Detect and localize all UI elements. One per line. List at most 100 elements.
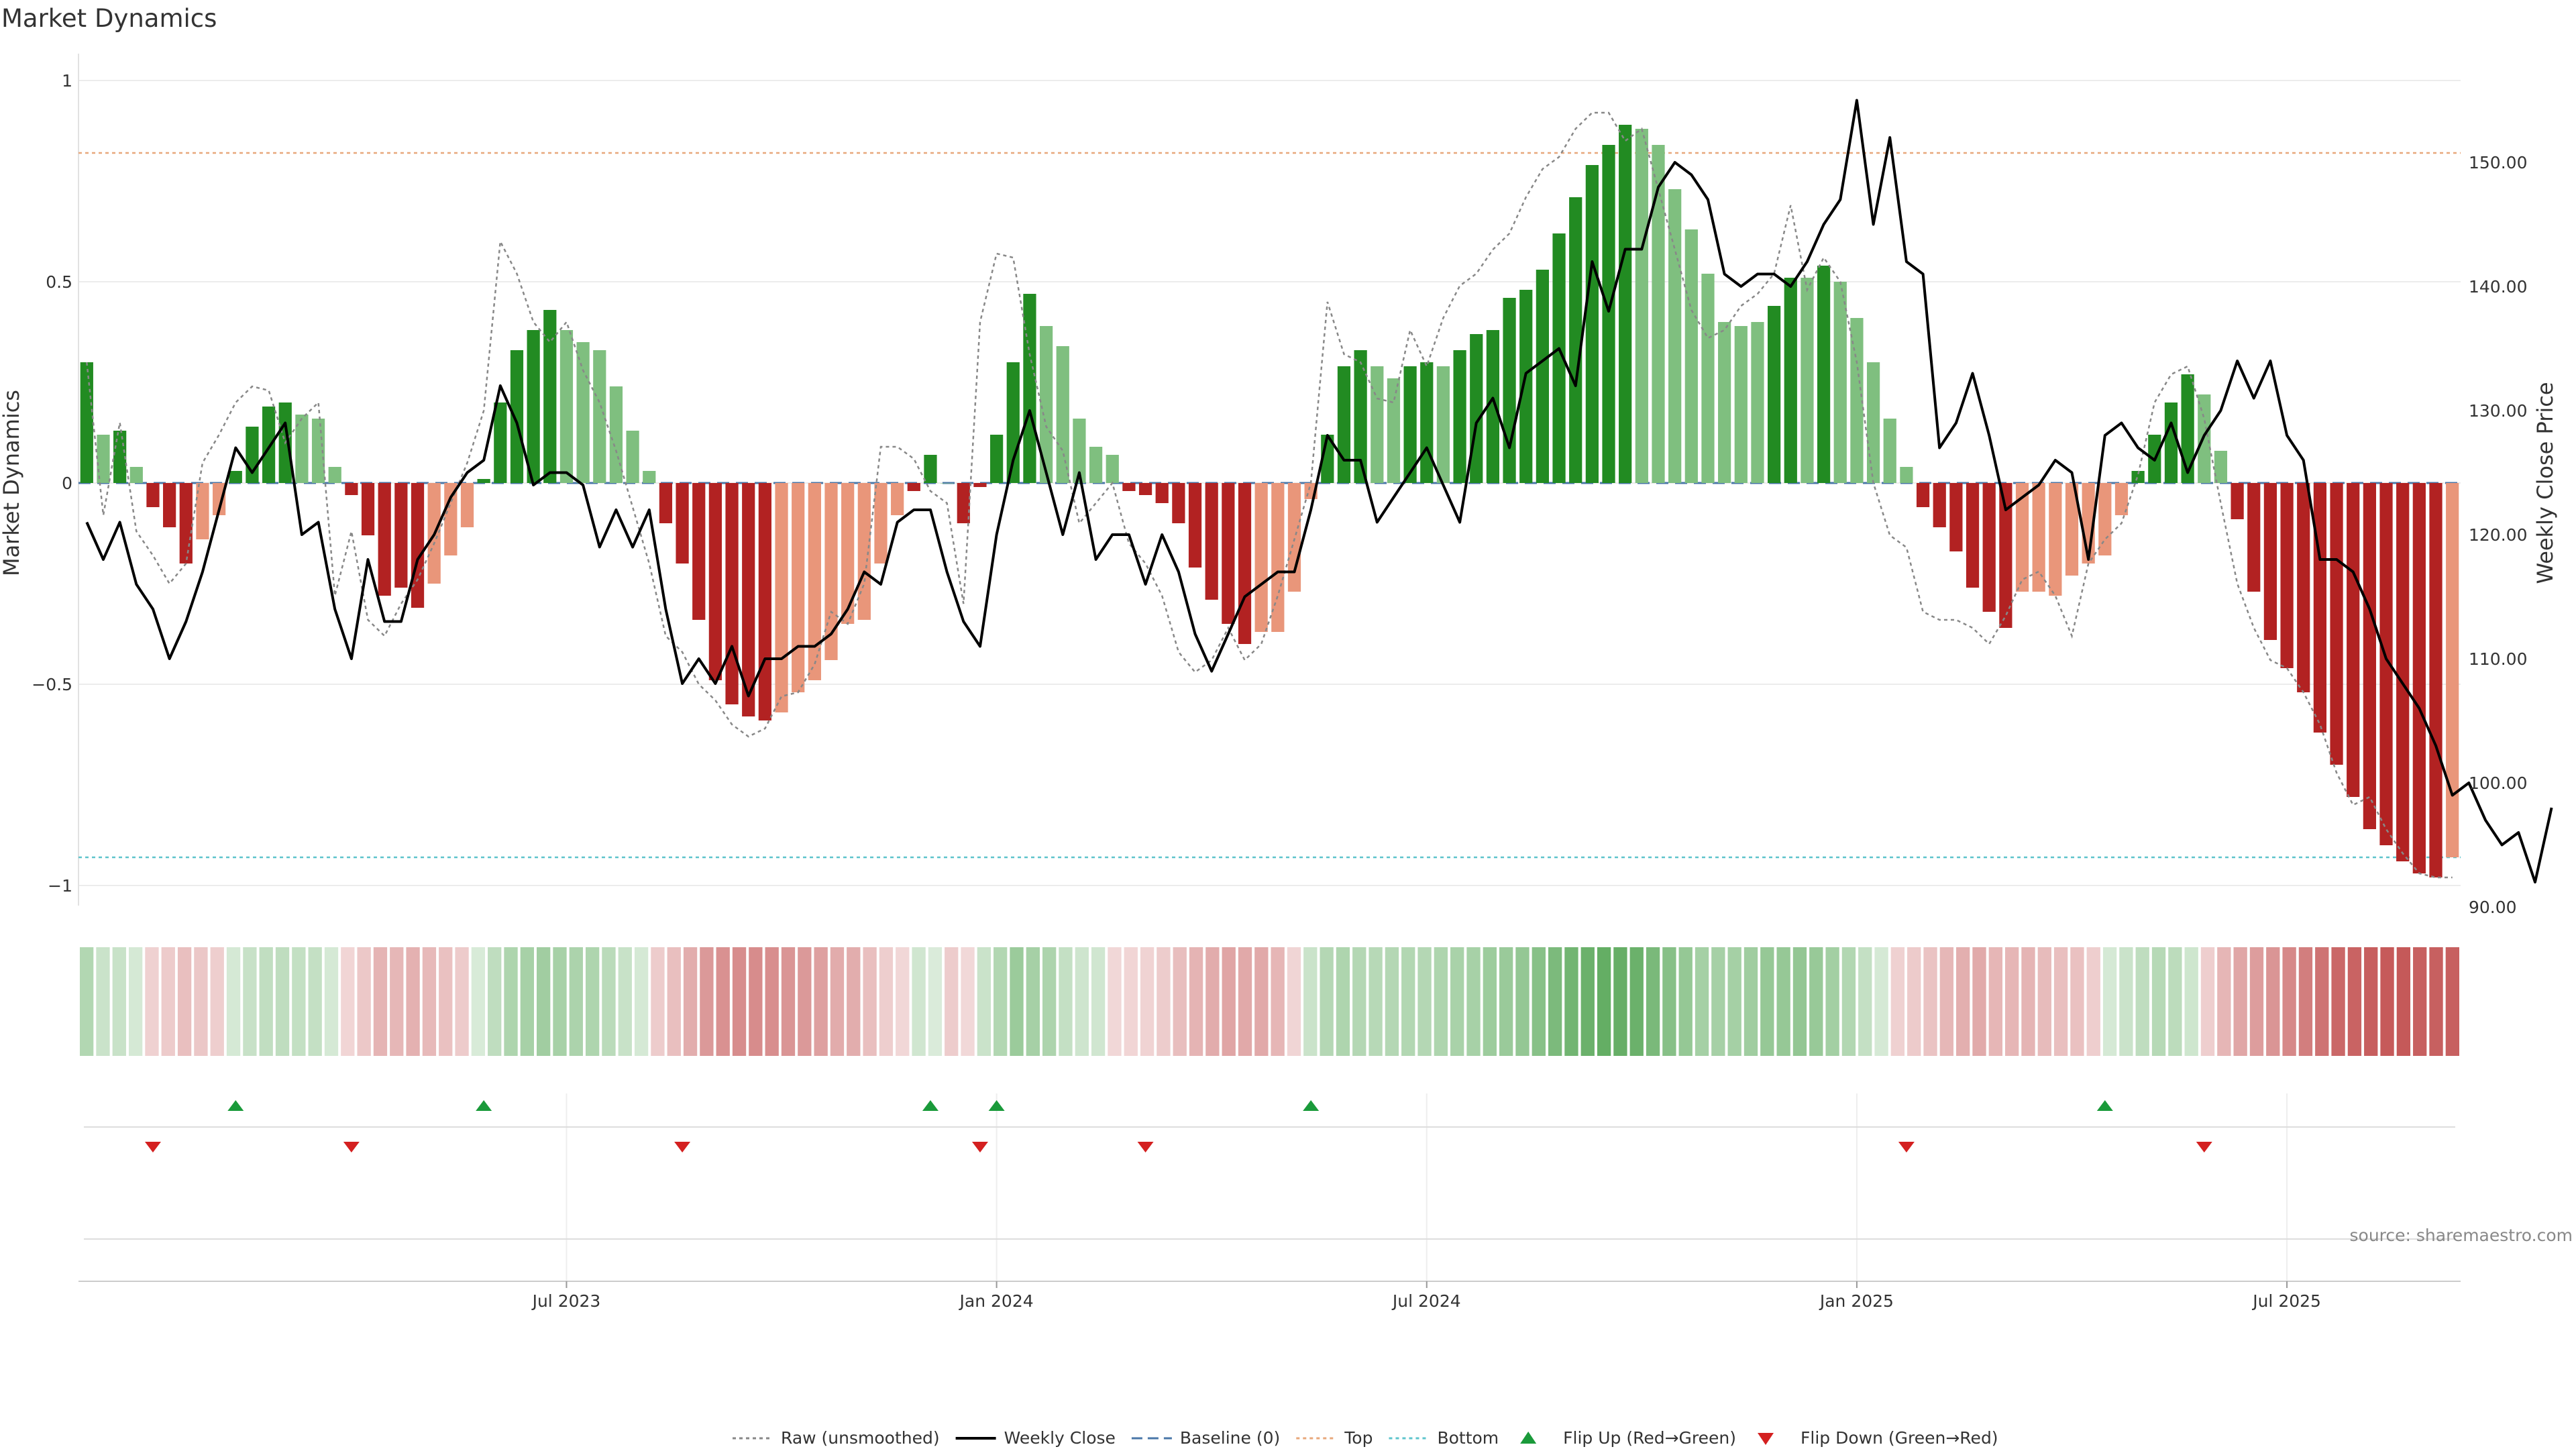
y-axis-left-label: Market Dynamics — [0, 390, 24, 576]
flip-up-marker — [1303, 1100, 1320, 1111]
bar — [1668, 189, 1682, 483]
bar — [857, 483, 871, 620]
heat-cell — [1662, 947, 1676, 1056]
bar — [742, 483, 755, 716]
bar — [808, 483, 821, 680]
heat-cell — [2086, 947, 2100, 1056]
bar — [1833, 282, 1847, 483]
heat-cell — [2249, 947, 2264, 1056]
heat-cell — [128, 947, 143, 1056]
legend-label: Flip Up (Red→Green) — [1563, 1428, 1736, 1448]
bar — [891, 483, 904, 515]
bar — [1354, 350, 1367, 483]
heat-cell — [1760, 947, 1774, 1056]
bar — [1982, 483, 1996, 612]
heat-cell — [553, 947, 567, 1056]
heat-cell — [2445, 947, 2459, 1056]
heat-cell — [716, 947, 730, 1056]
heat-cell — [830, 947, 845, 1056]
heat-cell — [1711, 947, 1725, 1056]
heat-cell — [1532, 947, 1546, 1056]
bar — [146, 483, 160, 507]
y2-tick-label: 130.00 — [2469, 401, 2527, 421]
heat-cell — [357, 947, 371, 1056]
bar — [1056, 346, 1069, 483]
y2-tick-label: 120.00 — [2469, 525, 2527, 545]
heat-cell — [390, 947, 404, 1056]
legend-label: Baseline (0) — [1180, 1428, 1280, 1448]
bar — [196, 483, 209, 539]
bar — [527, 330, 540, 483]
bar — [1254, 483, 1268, 632]
flip-down-marker — [2196, 1142, 2212, 1152]
heat-cell — [1010, 947, 1024, 1056]
bar — [1652, 145, 1665, 483]
legend-item: Baseline (0) — [1131, 1428, 1280, 1448]
heat-cell — [994, 947, 1008, 1056]
heat-cell — [177, 947, 192, 1056]
heat-cell — [847, 947, 861, 1056]
bar — [2198, 394, 2211, 483]
legend-label: Top — [1344, 1428, 1373, 1448]
bar — [1138, 483, 1152, 495]
heat-cell — [210, 947, 224, 1056]
heat-cell — [912, 947, 926, 1056]
heat-cell — [1140, 947, 1155, 1056]
y2-tick-label: 140.00 — [2469, 277, 2527, 297]
heat-cell — [1434, 947, 1448, 1056]
bar — [676, 483, 689, 564]
heat-cell — [2151, 947, 2166, 1056]
heat-cell — [732, 947, 747, 1056]
heat-cell — [961, 947, 975, 1056]
heat-cell — [1238, 947, 1252, 1056]
bar — [1817, 266, 1831, 483]
bar — [2429, 483, 2443, 877]
heat-cell — [2070, 947, 2084, 1056]
bar — [2446, 483, 2459, 857]
heat-cell — [2233, 947, 2247, 1056]
heat-cell — [488, 947, 502, 1056]
bar — [1916, 483, 1930, 507]
legend-label: Bottom — [1437, 1428, 1499, 1448]
x-tick-label: Jul 2025 — [2251, 1291, 2321, 1311]
bar — [1023, 294, 1036, 483]
y-axis-left-ticks: 1 0.5 0 −0.5 −1 — [32, 71, 72, 896]
y2-tick-label: 100.00 — [2469, 773, 2527, 793]
bar — [1569, 197, 1582, 483]
bar — [1122, 483, 1136, 491]
bar — [179, 483, 193, 564]
bar — [957, 483, 970, 523]
heat-cell — [2184, 947, 2198, 1056]
flip-down-marker — [674, 1142, 691, 1152]
bar — [361, 483, 375, 535]
heat-cell — [1124, 947, 1138, 1056]
bar — [1801, 278, 1814, 483]
y2-tick-label: 150.00 — [2469, 153, 2527, 172]
bar — [262, 407, 276, 483]
bar — [1999, 483, 2012, 628]
bar — [2098, 483, 2112, 555]
bar — [477, 479, 490, 483]
bar — [559, 330, 574, 483]
bar — [1205, 483, 1218, 600]
flip-down-marker — [144, 1142, 161, 1152]
bar — [163, 483, 176, 527]
heat-cell — [896, 947, 910, 1056]
legend-label: Raw (unsmoothed) — [781, 1428, 940, 1448]
heat-cell — [651, 947, 665, 1056]
heat-cell — [1939, 947, 1954, 1056]
heat-cell — [2396, 947, 2411, 1056]
bar — [2263, 483, 2277, 640]
bar — [1470, 334, 1483, 483]
flip-down-marker — [343, 1142, 360, 1152]
heat-cell — [1059, 947, 1073, 1056]
bar — [1387, 378, 1401, 483]
heat-cell — [2135, 947, 2149, 1056]
heat-cell — [1450, 947, 1464, 1056]
heat-cell — [765, 947, 779, 1056]
bar — [2032, 483, 2045, 592]
bar — [1073, 419, 1086, 483]
flip-down-marker — [971, 1142, 988, 1152]
bar — [1238, 483, 1252, 644]
bar — [725, 483, 739, 704]
